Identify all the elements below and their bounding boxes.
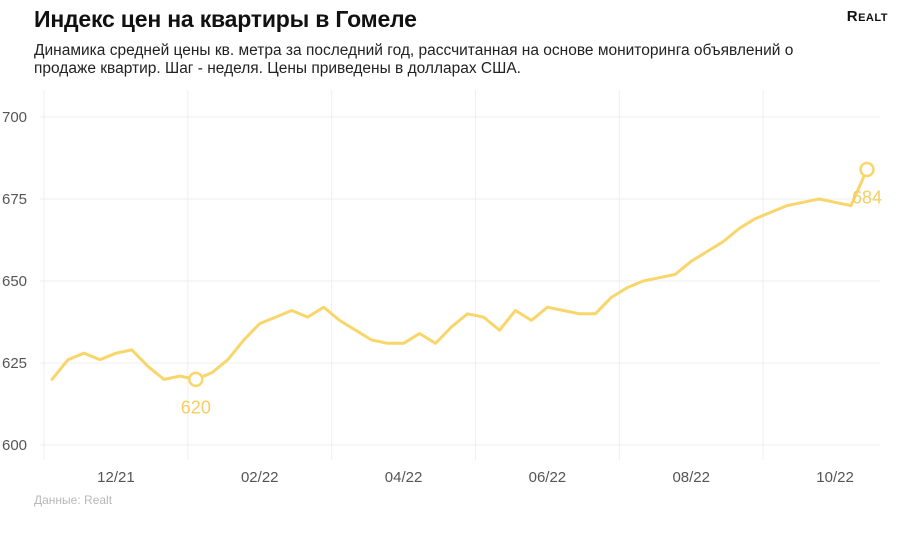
y-tick-label-675: 675 xyxy=(2,191,27,208)
y-tick-label-700: 700 xyxy=(2,109,27,126)
series-line-price xyxy=(50,168,869,381)
chart-title: Индекс цен на квартиры в Гомеле xyxy=(34,6,417,32)
series-layer xyxy=(50,168,869,381)
x-tick-label-02-22: 02/22 xyxy=(241,469,279,486)
point-marker-684 xyxy=(859,161,875,178)
x-tick-label-10-22: 10/22 xyxy=(816,469,854,486)
point-marker-620 xyxy=(188,371,204,388)
x-tick-label-12-21: 12/21 xyxy=(97,469,135,486)
data-label-620: 620 xyxy=(181,397,211,417)
x-tick-label-08-22: 08/22 xyxy=(672,469,710,486)
grid-layer xyxy=(40,90,880,460)
y-tick-label-625: 625 xyxy=(2,355,27,372)
chart-subtitle: Динамика средней цены кв. метра за после… xyxy=(34,42,794,77)
x-tick-label-04-22: 04/22 xyxy=(385,469,423,486)
x-axis: 12/21 02/22 04/22 06/22 08/22 10/22 xyxy=(97,469,854,486)
annotation-layer: 620 684 xyxy=(181,161,882,417)
y-tick-label-650: 650 xyxy=(2,273,27,290)
x-tick-label-06-22: 06/22 xyxy=(529,469,567,486)
y-tick-label-600: 600 xyxy=(2,437,27,454)
y-axis: 600 625 650 675 700 xyxy=(2,109,27,454)
data-source: Данные: Realt xyxy=(34,493,113,507)
realt-logo: Realt xyxy=(846,8,888,25)
data-label-684: 684 xyxy=(852,187,882,207)
